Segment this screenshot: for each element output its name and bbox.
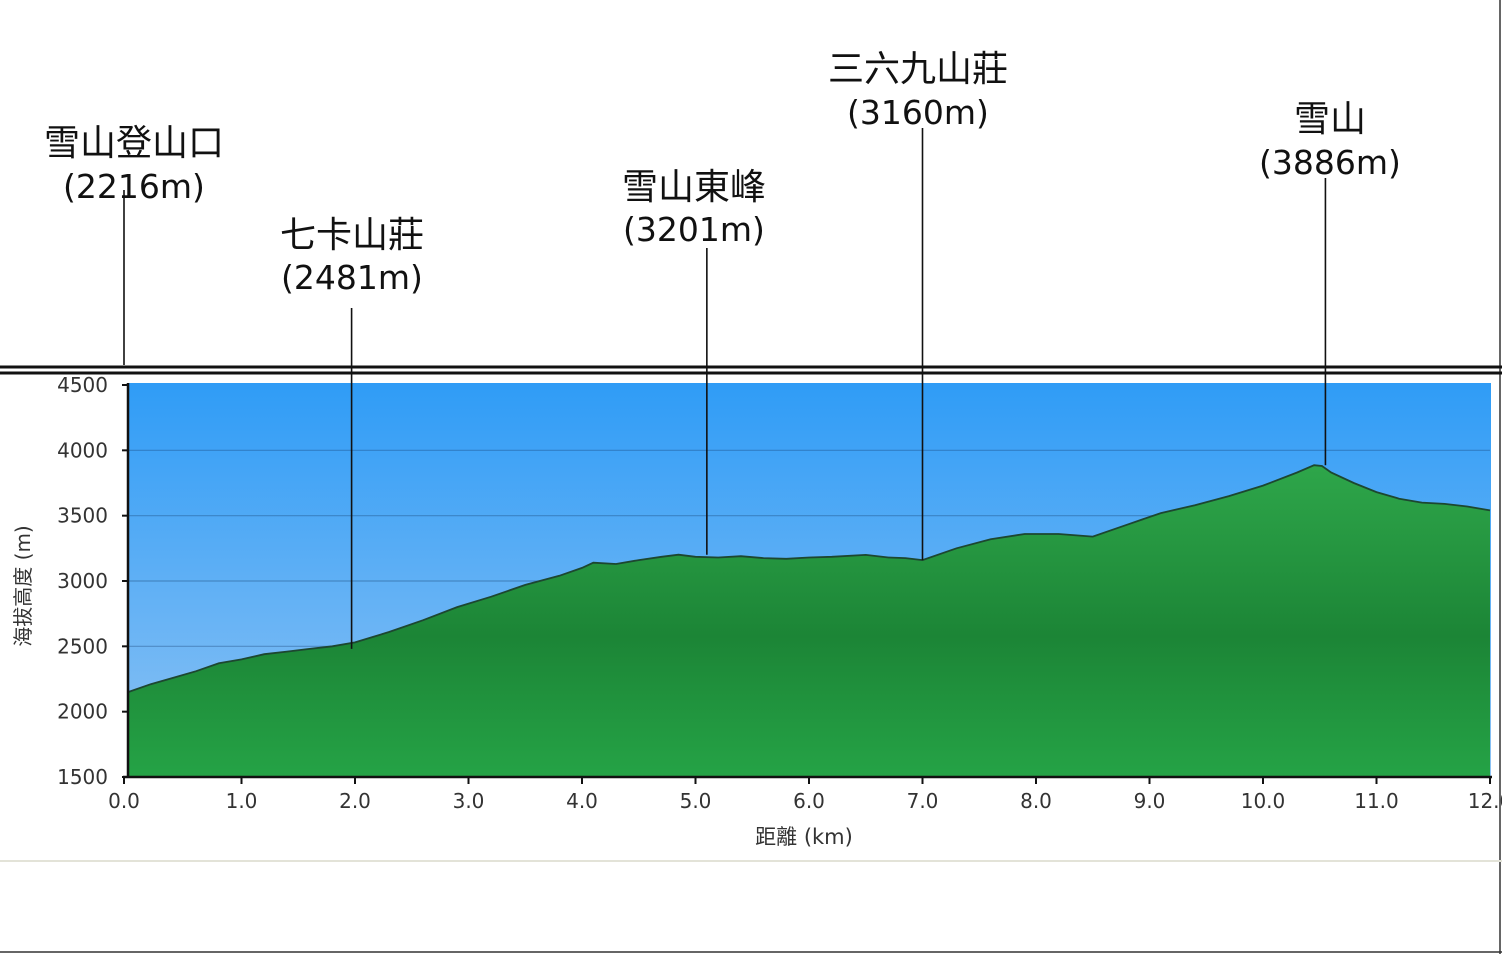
x-tick-label: 7.0: [907, 789, 939, 813]
y-axis-label: 海拔高度 (m): [11, 525, 35, 646]
x-tick-label: 6.0: [793, 789, 825, 813]
x-tick-label: 1.0: [226, 789, 258, 813]
x-tick-label: 12.0: [1468, 789, 1502, 813]
y-tick-label: 2000: [57, 700, 108, 724]
x-tick-label: 10.0: [1241, 789, 1286, 813]
terrain-area: [128, 465, 1490, 777]
y-tick-label: 1500: [57, 765, 108, 789]
waypoint-name: 雪山登山口: [44, 123, 224, 164]
x-tick-label: 8.0: [1020, 789, 1052, 813]
x-tick-label: 3.0: [453, 789, 485, 813]
x-tick-label: 11.0: [1354, 789, 1399, 813]
x-tick-label: 0.0: [108, 789, 140, 813]
x-axis-label: 距離 (km): [755, 825, 853, 849]
y-tick-label: 3500: [57, 504, 108, 528]
waypoint-elevation-label: (2216m): [63, 167, 205, 206]
y-tick-label: 2500: [57, 634, 108, 658]
terrain-outline: [127, 464, 1491, 693]
waypoint-name: 雪山: [1294, 99, 1366, 140]
x-tick-label: 5.0: [680, 789, 712, 813]
x-tick-label: 2.0: [339, 789, 371, 813]
y-tick-label: 3000: [57, 569, 108, 593]
waypoint-name: 七卡山莊: [280, 215, 424, 256]
waypoint-name: 三六九山莊: [828, 49, 1008, 90]
y-tick-label: 4000: [57, 438, 108, 462]
waypoint-name: 雪山東峰: [622, 167, 766, 208]
y-tick-group: 4500 4000 3500 3000 2500 2000 1500: [57, 373, 128, 789]
annotation-layer: 雪山登山口(2216m)七卡山莊(2481m)雪山東峰(3201m)三六九山莊(…: [44, 49, 1401, 649]
x-tick-group: 0.0 1.0 2.0 3.0 4.0 5.0 6.0 7.0 8.0 9.0 10.0 11.0 12…: [108, 777, 1502, 813]
x-tick-label: 4.0: [566, 789, 598, 813]
waypoint-elevation-label: (3160m): [847, 93, 989, 132]
waypoint-elevation-label: (3201m): [623, 210, 765, 249]
y-tick-label: 4500: [57, 373, 108, 397]
waypoint-elevation-label: (3886m): [1259, 143, 1401, 182]
waypoint-elevation-label: (2481m): [281, 258, 423, 297]
x-tick-label: 9.0: [1134, 789, 1166, 813]
